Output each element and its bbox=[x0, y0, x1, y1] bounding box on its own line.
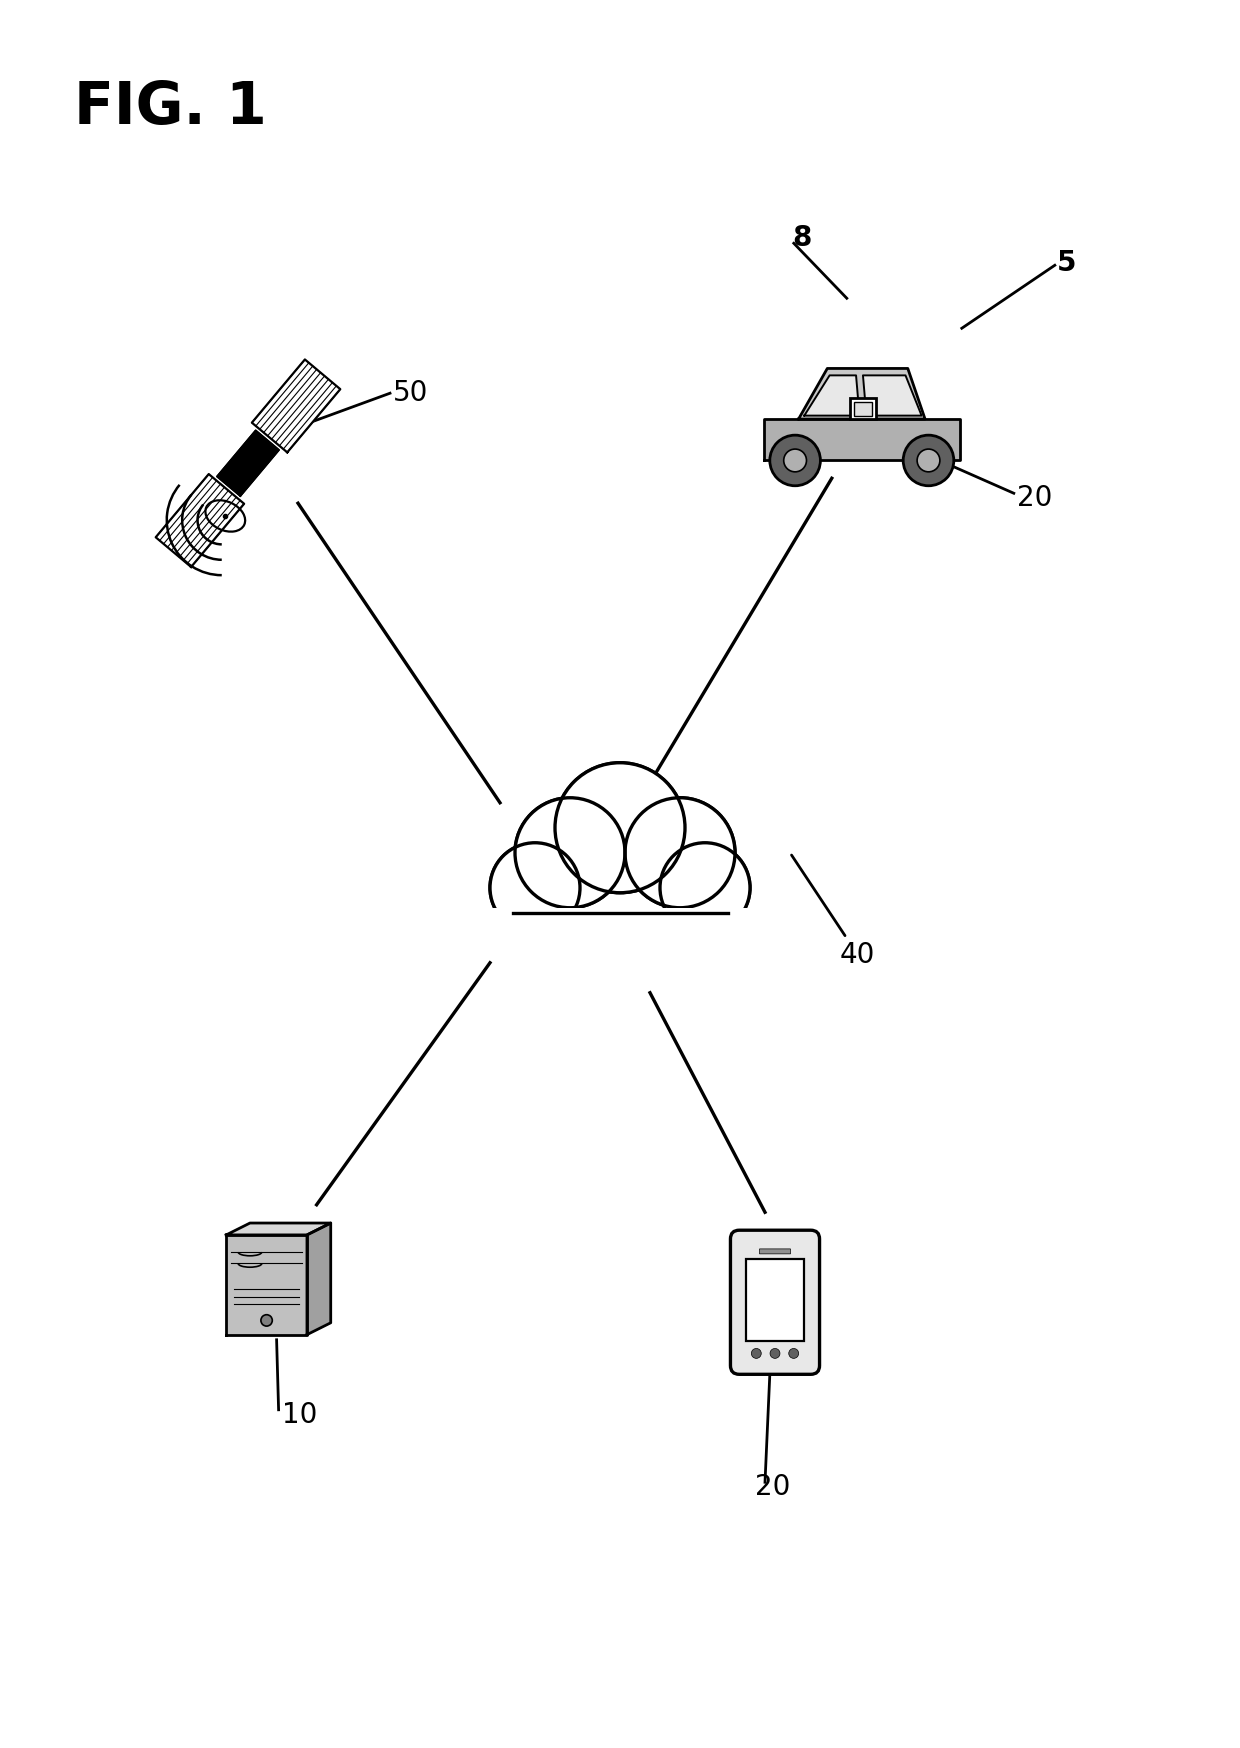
Text: 40: 40 bbox=[791, 855, 875, 968]
Polygon shape bbox=[217, 430, 279, 496]
Circle shape bbox=[625, 797, 735, 907]
Circle shape bbox=[789, 1348, 799, 1358]
Text: 8: 8 bbox=[792, 224, 811, 252]
Polygon shape bbox=[863, 376, 921, 416]
Bar bbox=[745, 1259, 805, 1341]
FancyBboxPatch shape bbox=[760, 1248, 790, 1253]
Circle shape bbox=[490, 843, 580, 933]
Text: 20: 20 bbox=[755, 1474, 790, 1502]
FancyBboxPatch shape bbox=[730, 1231, 820, 1374]
Text: 20: 20 bbox=[1017, 484, 1053, 512]
Circle shape bbox=[903, 435, 954, 486]
Bar bbox=[495, 912, 745, 963]
Circle shape bbox=[625, 799, 734, 907]
Ellipse shape bbox=[206, 500, 246, 531]
Bar bbox=[851, 399, 875, 420]
Polygon shape bbox=[226, 1234, 308, 1335]
Polygon shape bbox=[805, 376, 859, 416]
Polygon shape bbox=[308, 1224, 331, 1335]
Bar bbox=[495, 883, 745, 923]
Polygon shape bbox=[226, 1224, 331, 1234]
Text: 50: 50 bbox=[393, 379, 428, 407]
Circle shape bbox=[516, 799, 625, 907]
Polygon shape bbox=[764, 420, 960, 460]
Circle shape bbox=[260, 1314, 273, 1327]
Circle shape bbox=[770, 435, 821, 486]
Circle shape bbox=[770, 1348, 780, 1358]
Text: FIG. 1: FIG. 1 bbox=[74, 79, 267, 136]
Circle shape bbox=[515, 797, 625, 907]
Text: 10: 10 bbox=[281, 1400, 317, 1428]
Circle shape bbox=[784, 449, 806, 472]
Circle shape bbox=[556, 764, 684, 891]
Circle shape bbox=[491, 843, 579, 932]
Circle shape bbox=[661, 843, 749, 932]
Circle shape bbox=[660, 843, 750, 933]
Polygon shape bbox=[156, 474, 244, 566]
Text: 5: 5 bbox=[1056, 250, 1076, 278]
Polygon shape bbox=[799, 369, 925, 420]
Polygon shape bbox=[252, 360, 340, 453]
Circle shape bbox=[751, 1348, 761, 1358]
Circle shape bbox=[918, 449, 940, 472]
Circle shape bbox=[556, 762, 684, 893]
Bar bbox=[854, 402, 872, 416]
